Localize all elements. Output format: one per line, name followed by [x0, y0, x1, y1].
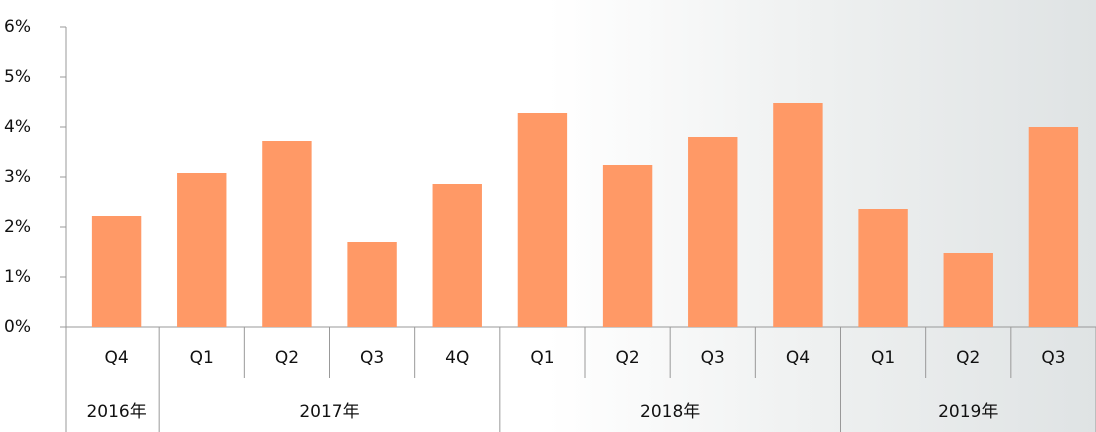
x-tick-label: Q4 [104, 348, 128, 368]
x-group-label: 2018年 [640, 402, 700, 422]
x-tick-label: Q1 [530, 348, 554, 368]
bar [92, 216, 141, 327]
x-tick-label: Q3 [1041, 348, 1065, 368]
x-tick-label: Q3 [701, 348, 725, 368]
bar [518, 113, 567, 327]
x-tick-label: Q2 [956, 348, 980, 368]
x-tick-label: Q3 [360, 348, 384, 368]
x-group-label: 2019年 [938, 402, 998, 422]
bar [773, 103, 822, 327]
bar [944, 253, 993, 327]
x-tick-label: 4Q [445, 348, 469, 368]
y-tick-label: 6% [4, 17, 31, 37]
chart: 0% 1% 2% 3% 4% 5% 6% Q4 Q1 Q2 Q3 4Q Q1 Q2 Q3 Q4 Q1 Q2 Q3 20… [0, 0, 1096, 432]
bar [858, 209, 907, 327]
y-tick-label: 4% [4, 117, 31, 137]
x-tick-label: Q1 [871, 348, 895, 368]
y-tick-label: 5% [4, 67, 31, 87]
bar [347, 242, 396, 327]
y-tick-label: 2% [4, 217, 31, 237]
bar [433, 184, 482, 327]
bar [688, 137, 737, 327]
bar [177, 173, 226, 327]
x-tick-label: Q2 [615, 348, 639, 368]
bar [262, 141, 311, 327]
y-tick-label: 1% [4, 267, 31, 287]
x-tick-label: Q1 [190, 348, 214, 368]
y-tick-label: 3% [4, 167, 31, 187]
y-tick-label: 0% [4, 317, 31, 337]
x-tick-label: Q2 [275, 348, 299, 368]
bar [1029, 127, 1078, 327]
x-group-label: 2016年 [86, 402, 146, 422]
x-tick-label: Q4 [786, 348, 810, 368]
bar [603, 165, 652, 327]
x-group-label: 2017年 [299, 402, 359, 422]
